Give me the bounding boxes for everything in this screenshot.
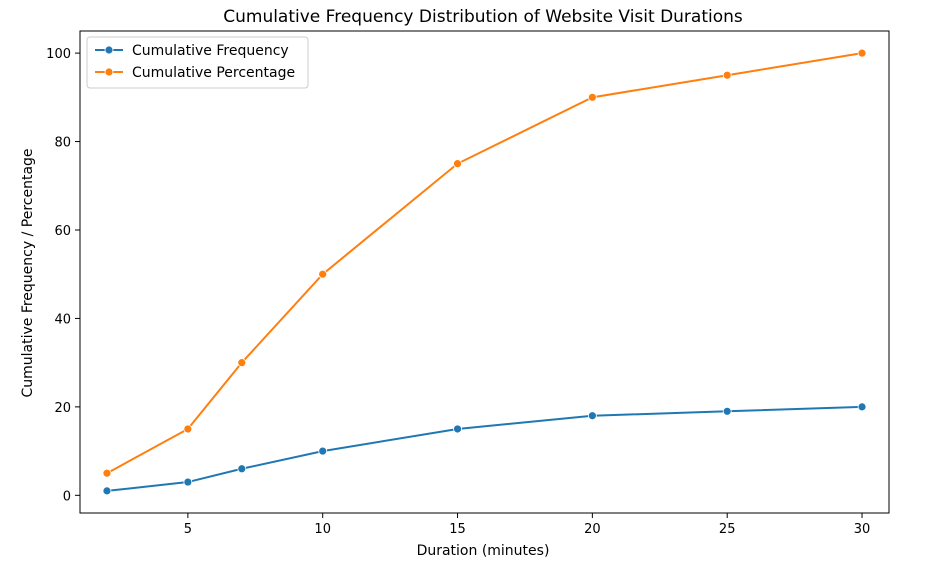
y-tick-label: 20	[54, 401, 71, 416]
legend-item: Cumulative Frequency	[95, 43, 289, 59]
plot-frame	[79, 30, 890, 514]
legend-item: Cumulative Percentage	[95, 65, 295, 81]
x-tick-label: 15	[449, 522, 466, 537]
legend-box	[86, 36, 309, 89]
y-tick-label: 100	[46, 47, 71, 62]
x-axis-label: Duration (minutes)	[417, 543, 550, 559]
series-line-cumulative-percentage	[106, 52, 863, 475]
y-tick-label: 80	[54, 136, 71, 151]
data-point-cumulative-percentage	[102, 468, 112, 478]
data-point-cumulative-frequency	[102, 486, 112, 496]
x-tick-label: 25	[719, 522, 736, 537]
legend-label: Cumulative Frequency	[132, 43, 289, 59]
legend-marker	[104, 45, 114, 55]
plot-area: 5 10 15 20 25 30 0 20 40 60 80 100 Cumulative Freque…	[46, 30, 890, 537]
chart-title: Cumulative Frequency Distribution of Web…	[223, 7, 743, 27]
data-point-cumulative-frequency	[453, 424, 462, 434]
x-tick-label: 5	[184, 522, 192, 537]
y-tick-label: 40	[54, 312, 71, 327]
data-point-cumulative-frequency	[587, 411, 597, 421]
data-point-cumulative-percentage	[453, 159, 462, 169]
data-point-cumulative-frequency	[237, 464, 247, 474]
data-point-cumulative-percentage	[587, 92, 597, 102]
data-point-cumulative-percentage	[722, 70, 732, 80]
y-tick-label: 60	[54, 224, 71, 239]
data-point-cumulative-frequency	[857, 402, 867, 412]
x-tick-label: 20	[584, 522, 601, 537]
data-point-cumulative-percentage	[237, 358, 247, 368]
y-axis-label: Cumulative Frequency / Percentage	[20, 148, 36, 397]
data-point-cumulative-percentage	[183, 424, 193, 434]
x-tick-label: 30	[854, 522, 871, 537]
legend-marker	[104, 67, 114, 77]
data-point-cumulative-percentage	[857, 48, 867, 58]
series-line-cumulative-frequency	[106, 405, 863, 492]
y-tick-label: 0	[63, 489, 71, 504]
data-point-cumulative-frequency	[183, 477, 193, 487]
data-point-cumulative-frequency	[318, 446, 328, 456]
legend: Cumulative Frequency Cumulative Percentag…	[86, 36, 309, 89]
data-point-cumulative-frequency	[722, 406, 732, 416]
data-point-cumulative-percentage	[318, 269, 328, 279]
x-tick-label: 10	[314, 522, 331, 537]
legend-label: Cumulative Percentage	[132, 65, 295, 81]
